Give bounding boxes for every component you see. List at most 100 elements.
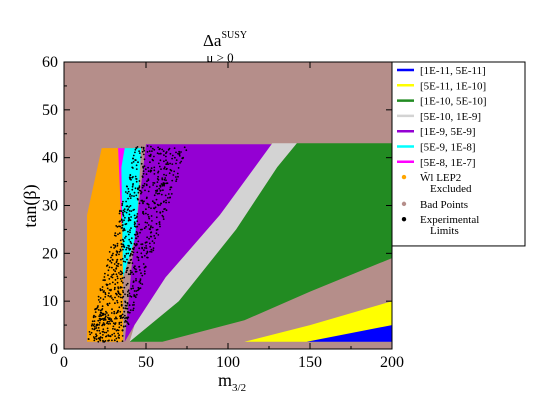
limit-point [145, 208, 147, 211]
limit-point [111, 276, 114, 279]
limit-point [157, 170, 160, 173]
limit-point [171, 163, 174, 166]
limit-point [128, 262, 131, 264]
legend-item: [5E-9, 1E-8] [397, 142, 476, 154]
limit-point [146, 222, 149, 224]
limit-point [132, 287, 135, 290]
limit-point [117, 332, 119, 335]
limit-point [120, 286, 123, 289]
limit-point [95, 334, 98, 337]
limit-point [116, 275, 119, 278]
limit-point [104, 313, 107, 316]
limit-point [129, 231, 131, 234]
limit-point [108, 266, 111, 269]
limit-point [112, 327, 114, 330]
limit-point [115, 317, 118, 320]
limit-point [157, 175, 160, 178]
limit-point [157, 178, 160, 181]
limit-point [138, 185, 141, 188]
limit-point [144, 241, 147, 244]
limit-point [148, 150, 151, 153]
limit-point [162, 189, 164, 192]
y-tick-label: 10 [42, 293, 58, 310]
legend-label: [1E-9, 5E-9] [420, 126, 476, 138]
limit-point [137, 191, 140, 194]
limit-point [125, 205, 128, 208]
limit-point [124, 191, 127, 193]
limit-point [175, 178, 178, 181]
limit-point [118, 326, 121, 329]
limit-point [115, 254, 118, 256]
limit-point [140, 192, 142, 195]
limit-point [127, 295, 129, 298]
limit-point [128, 304, 131, 307]
legend-item: [5E-8, 1E-7] [397, 157, 476, 169]
limit-point [109, 335, 112, 338]
limit-point [118, 220, 121, 223]
limit-point [138, 150, 141, 153]
limit-point [97, 327, 100, 329]
limit-point [118, 334, 120, 337]
limit-point [121, 335, 124, 337]
limit-point [159, 152, 162, 155]
limit-point [124, 293, 126, 296]
y-tick-label: 60 [42, 54, 58, 71]
limit-point [122, 200, 124, 203]
limit-point [114, 323, 116, 326]
limit-point [95, 324, 98, 327]
limit-point [104, 296, 107, 298]
limit-point [138, 180, 141, 182]
limit-point [162, 182, 165, 185]
limit-point [139, 287, 142, 290]
limit-point [147, 178, 150, 181]
limit-point [133, 208, 136, 211]
limit-point [140, 146, 143, 149]
limit-point [129, 295, 132, 297]
limit-point [138, 281, 141, 283]
limit-point [131, 262, 134, 264]
limit-point [168, 201, 170, 204]
limit-point [110, 246, 112, 249]
limit-point [140, 191, 143, 194]
limit-point [151, 158, 154, 161]
limit-point [116, 299, 118, 302]
limit-point [147, 224, 150, 226]
limit-point [132, 157, 134, 160]
limit-point [99, 332, 102, 335]
legend-label: W̃l LEP2 [420, 171, 461, 184]
limit-point [129, 177, 132, 179]
limit-point [121, 202, 124, 205]
limit-point [175, 151, 177, 154]
limit-point [164, 194, 167, 197]
limit-point [132, 301, 135, 304]
limit-point [104, 279, 106, 281]
limit-point [129, 229, 131, 232]
limit-point [121, 204, 124, 207]
limit-point [110, 288, 112, 291]
limit-point [124, 319, 127, 322]
limit-point [129, 193, 132, 196]
limit-point [129, 259, 132, 261]
limit-point [117, 329, 120, 332]
legend-item: [1E-11, 5E-11] [397, 65, 486, 77]
limit-point [171, 179, 174, 182]
limit-point [125, 185, 128, 188]
limit-point [140, 156, 142, 159]
limit-point [94, 311, 97, 313]
limit-point [120, 280, 123, 283]
limit-point [131, 304, 134, 306]
limit-point [130, 287, 133, 290]
limit-point [117, 290, 119, 293]
limit-point [126, 192, 129, 195]
limit-point [158, 192, 161, 195]
limit-point [115, 329, 118, 332]
limit-point [118, 253, 120, 256]
limit-point [102, 319, 105, 321]
limit-point [107, 274, 109, 277]
limit-point [122, 243, 125, 246]
chart-title-base: Δa [203, 31, 222, 50]
limit-point [143, 200, 145, 203]
y-tick-label: 40 [42, 150, 58, 167]
limit-point [131, 166, 134, 169]
